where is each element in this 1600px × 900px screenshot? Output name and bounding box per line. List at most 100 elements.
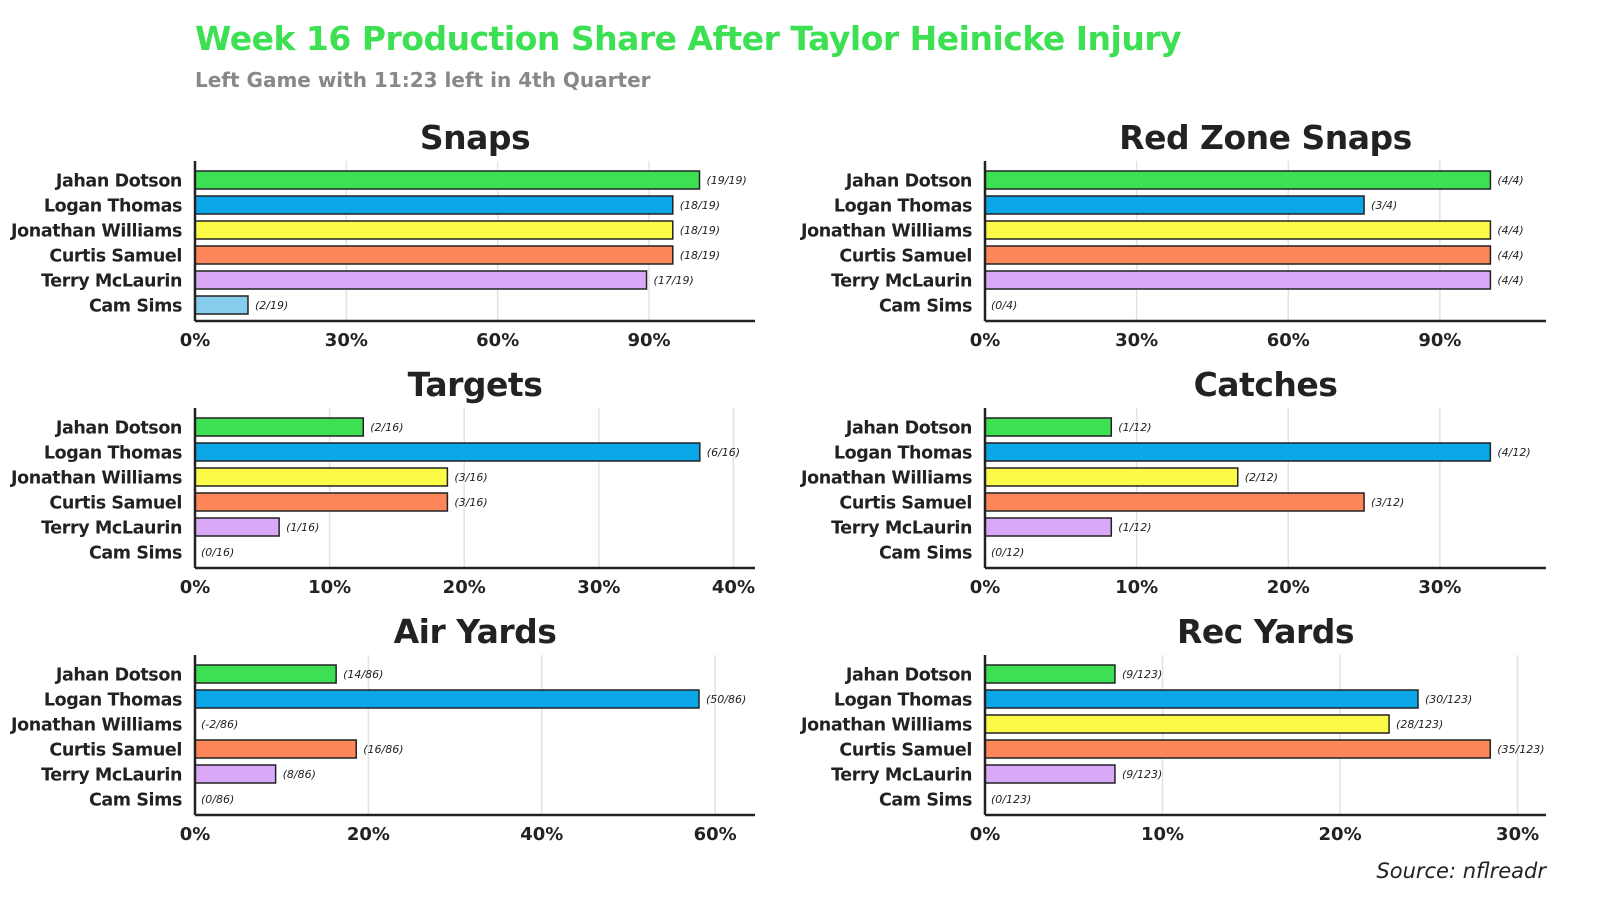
air-yards-bar [194,764,277,784]
rec-yards-category-label: Jahan Dotson [845,666,972,686]
catches-category-label: Curtis Samuel [839,494,972,514]
red-zone-snaps-panel-title: Red Zone Snaps [1119,118,1412,157]
catches-data-label: (4/12) [1497,446,1530,459]
air-yards-data-label: (-2/86) [201,718,238,731]
targets-data-label: (1/16) [286,521,319,534]
targets-panel-title: Targets [408,365,543,404]
catches-tick-label: 20% [1267,577,1310,598]
chart-panels: Snaps 0% 30% 60% 90% Jahan Dotson (19/19) Logan… [10,118,1546,845]
red-zone-snaps-data-label: (3/4) [1371,199,1397,212]
snaps-tick-label: 30% [325,330,368,351]
air-yards-category-label: Curtis Samuel [49,741,182,761]
targets-bar [194,517,280,537]
catches-category-label: Terry McLaurin [831,519,972,539]
rec-yards-tick-label: 10% [1141,824,1184,845]
air-yards-category-label: Terry McLaurin [41,766,182,786]
rec-yards-category-label: Jonathan Williams [800,716,972,736]
air-yards-panel-title: Air Yards [394,612,557,651]
rec-yards-bar [984,664,1116,684]
air-yards-data-label: (14/86) [343,668,383,681]
targets-tick-label: 30% [577,577,620,598]
red-zone-snaps-tick-label: 90% [1418,330,1461,351]
rec-yards-tick-label: 30% [1496,824,1539,845]
targets-tick-label: 20% [443,577,486,598]
rec-yards-tick-label: 20% [1319,824,1362,845]
targets-data-label: (2/16) [370,421,403,434]
red-zone-snaps-tick-label: 60% [1267,330,1310,351]
red-zone-snaps-panel: Red Zone Snaps 0% 30% 60% 90% Jahan Dotson (4/… [800,118,1546,351]
red-zone-snaps-data-label: (4/4) [1497,224,1523,237]
catches-tick-label: 10% [1115,577,1158,598]
snaps-category-label: Terry McLaurin [41,272,182,292]
air-yards-category-label: Jonathan Williams [10,716,182,736]
air-yards-bar [194,689,700,709]
red-zone-snaps-tick-label: 0% [970,330,1001,351]
air-yards-tick-label: 60% [694,824,737,845]
snaps-data-label: (17/19) [654,274,694,287]
rec-yards-category-label: Cam Sims [879,791,972,811]
rec-yards-panel: Rec Yards 0% 10% 20% 30% Jahan Dotson (9/123) L… [800,612,1546,845]
catches-tick-label: 0% [970,577,1001,598]
snaps-data-label: (19/19) [707,174,747,187]
snaps-panel: Snaps 0% 30% 60% 90% Jahan Dotson (19/19) Logan… [10,118,755,351]
snaps-category-label: Curtis Samuel [49,247,182,267]
catches-bar [984,517,1113,537]
air-yards-category-label: Cam Sims [89,791,182,811]
catches-data-label: (2/12) [1245,471,1278,484]
air-yards-data-label: (8/86) [283,768,316,781]
snaps-bar [194,295,249,315]
targets-bar [194,442,701,462]
catches-bar [984,442,1492,462]
red-zone-snaps-bar [984,245,1492,265]
red-zone-snaps-category-label: Cam Sims [879,297,972,317]
snaps-category-label: Logan Thomas [44,197,182,217]
air-yards-panel: Air Yards 0% 20% 40% 60% Jahan Dotson (14/86) L… [10,612,755,845]
snaps-data-label: (2/19) [255,299,288,312]
snaps-tick-label: 60% [476,330,519,351]
rec-yards-data-label: (9/123) [1122,768,1162,781]
catches-panel: Catches 0% 10% 20% 30% Jahan Dotson (1/12) Loga… [800,365,1546,598]
catches-category-label: Jahan Dotson [845,419,972,439]
air-yards-bar [194,739,357,759]
snaps-panel-title: Snaps [420,118,530,157]
catches-category-label: Cam Sims [879,544,972,564]
targets-data-label: (3/16) [454,496,487,509]
snaps-bar [194,220,674,240]
rec-yards-tick-label: 0% [970,824,1001,845]
catches-tick-label: 30% [1418,577,1461,598]
targets-bar [194,492,449,512]
red-zone-snaps-bar [984,195,1365,215]
targets-panel: Targets 0% 10% 20% 30% 40% Jahan Dotson (2/16) L… [10,365,755,598]
catches-data-label: (0/12) [991,546,1024,559]
red-zone-snaps-data-label: (4/4) [1497,249,1523,262]
rec-yards-category-label: Terry McLaurin [831,766,972,786]
air-yards-data-label: (16/86) [363,743,403,756]
snaps-category-label: Jonathan Williams [10,222,182,242]
rec-yards-data-label: (35/123) [1497,743,1544,756]
rec-yards-bar [984,764,1116,784]
air-yards-bar [194,664,337,684]
red-zone-snaps-category-label: Jahan Dotson [845,172,972,192]
catches-bar [984,492,1365,512]
air-yards-data-label: (0/86) [201,793,234,806]
snaps-bar [194,245,674,265]
snaps-data-label: (18/19) [680,249,720,262]
red-zone-snaps-category-label: Jonathan Williams [800,222,972,242]
red-zone-snaps-tick-label: 30% [1115,330,1158,351]
targets-category-label: Cam Sims [89,544,182,564]
rec-yards-data-label: (0/123) [991,793,1031,806]
red-zone-snaps-bar [984,170,1492,190]
rec-yards-category-label: Logan Thomas [834,691,972,711]
source-caption: Source: nflreadr [1376,859,1547,883]
air-yards-data-label: (50/86) [706,693,746,706]
red-zone-snaps-data-label: (4/4) [1497,174,1523,187]
snaps-bar [194,170,701,190]
figure-title: Week 16 Production Share After Taylor He… [195,19,1181,58]
rec-yards-bar [984,714,1390,734]
air-yards-tick-label: 40% [520,824,563,845]
targets-bar [194,417,365,437]
rec-yards-panel-title: Rec Yards [1177,612,1354,651]
catches-bar [984,467,1239,487]
red-zone-snaps-category-label: Logan Thomas [834,197,972,217]
